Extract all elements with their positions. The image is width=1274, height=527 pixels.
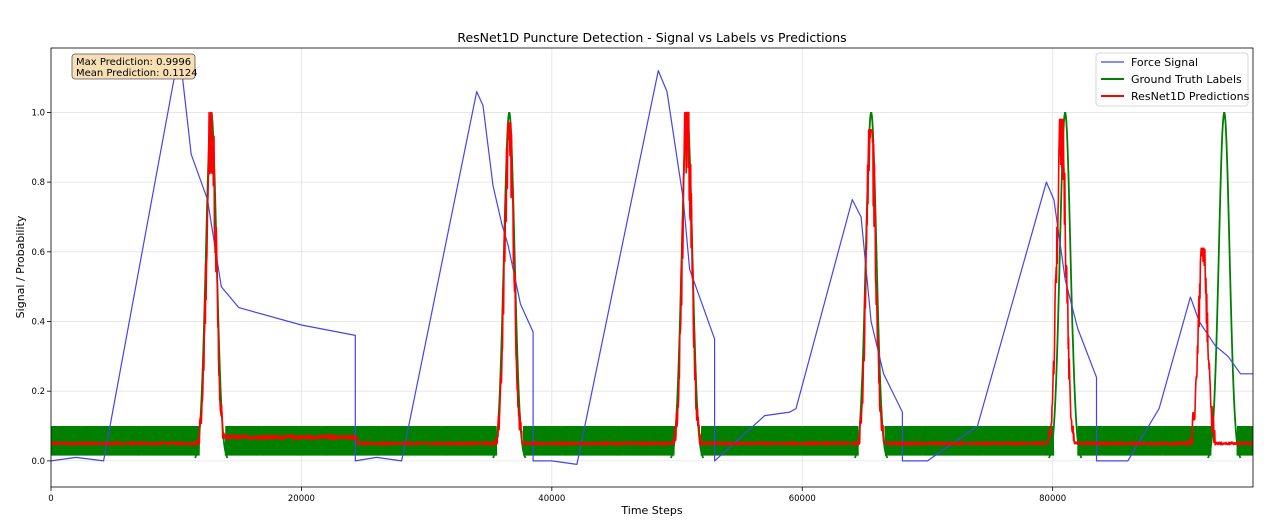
- legend-label-predictions: ResNet1D Predictions: [1131, 90, 1250, 103]
- y-tick-label: 0.8: [31, 178, 45, 188]
- ground-truth-noise-band: [522, 425, 675, 456]
- info-mean-prediction: Mean Prediction: 0.1124: [76, 68, 198, 79]
- grid: [50, 48, 1253, 487]
- y-tick-label: 1.0: [31, 108, 45, 118]
- y-tick-label: 0.0: [31, 457, 45, 467]
- info-max-prediction: Max Prediction: 0.9996: [76, 57, 191, 68]
- ground-truth-peak: [1048, 112, 1083, 459]
- legend-label-ground-truth: Ground Truth Labels: [1131, 73, 1242, 86]
- series-layer: [51, 66, 1253, 465]
- ground-truth-peak: [492, 112, 527, 459]
- info-box: Max Prediction: 0.9996 Mean Prediction: …: [71, 53, 198, 80]
- y-tick-label: 0.2: [31, 387, 45, 397]
- y-tick-label: 0.4: [31, 318, 45, 328]
- chart-title: ResNet1D Puncture Detection - Signal vs …: [457, 30, 846, 45]
- legend: Force Signal Ground Truth Labels ResNet1…: [1095, 52, 1250, 107]
- force-signal-line: [51, 66, 1253, 465]
- ground-truth-noise-band: [51, 425, 201, 456]
- ground-truth-noise-band: [884, 425, 1055, 456]
- predictions-line: [51, 111, 1253, 446]
- x-tick-label: 20000: [288, 494, 315, 504]
- ground-truth-peak: [1207, 112, 1242, 459]
- plot-frame: [50, 47, 1254, 488]
- legend-label-force-signal: Force Signal: [1131, 56, 1198, 69]
- ground-truth-peak: [853, 112, 889, 459]
- x-tick-label: 0: [48, 494, 53, 504]
- info-box-background: [71, 53, 196, 80]
- ground-truth-noise-band: [224, 425, 498, 456]
- ground-truth-noise-band: [1236, 425, 1253, 456]
- x-axis-label: Time Steps: [620, 504, 682, 517]
- ground-truth-noise-band: [1077, 425, 1212, 456]
- y-axis-label: Signal / Probability: [14, 215, 27, 318]
- ground-truth-noise-band: [700, 425, 859, 456]
- x-tick-label: 40000: [538, 494, 565, 504]
- y-tick-label: 0.6: [31, 248, 45, 258]
- y-axis-ticks: 0.0 0.2 0.4 0.6 0.8 1.0: [31, 108, 51, 467]
- x-tick-label: 80000: [1039, 494, 1066, 504]
- legend-box: [1095, 52, 1249, 107]
- x-tick-label: 60000: [789, 494, 816, 504]
- x-axis-ticks: 0 20000 40000 60000 80000: [48, 487, 1066, 504]
